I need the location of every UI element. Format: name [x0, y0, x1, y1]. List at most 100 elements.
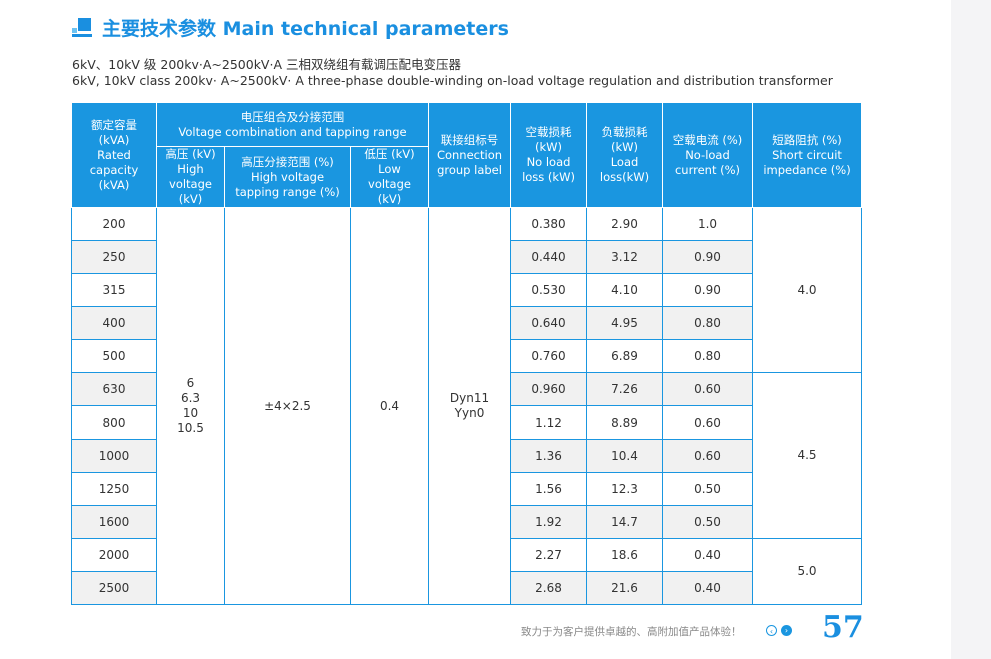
header-line: Load [610, 155, 639, 169]
cell-capacity: 800 [71, 405, 157, 440]
table-row: 2000 2.27 18.6 0.40 5.0 [71, 537, 862, 606]
header-no-load-current: 空载电流 (%) No-load current (%) [662, 102, 753, 208]
cell-no-load-current: 0.40 [662, 537, 753, 572]
cell-capacity: 1000 [71, 438, 157, 473]
cell-no-load-current: 0.90 [662, 273, 753, 308]
cell-high-voltage: 6 6.3 10 10.5 [156, 207, 225, 605]
header-line: impedance (%) [763, 162, 851, 177]
subtitle-english: 6kV, 10kV class 200kv· A~2500kV· A three… [72, 73, 833, 88]
cell-no-load-loss: 0.960 [510, 372, 587, 407]
table-row: 250 0.440 3.12 0.90 [71, 240, 862, 275]
cell-line: Dyn11 [449, 391, 490, 405]
header-line: Voltage combination and tapping range [178, 124, 407, 139]
header-low-voltage: 低压 (kV) Low voltage (kV) [350, 146, 429, 208]
cell-load-loss: 7.26 [586, 372, 663, 407]
cell-capacity: 315 [71, 273, 157, 308]
cell-capacity: 400 [71, 306, 157, 341]
header-line: 联接组标号 [440, 132, 499, 147]
cell-load-loss: 8.89 [586, 405, 663, 440]
chevron-left-circle-icon[interactable]: ‹ [766, 625, 777, 636]
cell-impedance: 4.5 [752, 372, 862, 539]
chevron-right-circle-icon[interactable]: › [781, 625, 792, 636]
cell-no-load-loss: 0.440 [510, 240, 587, 275]
cell-no-load-loss: 1.36 [510, 438, 587, 473]
page-number: 57 [822, 610, 864, 645]
cell-no-load-loss: 0.640 [510, 306, 587, 341]
header-line: (kVA) [98, 132, 130, 147]
cell-capacity: 200 [71, 206, 157, 242]
cell-no-load-loss: 1.92 [510, 504, 587, 539]
header-line: 高压分接范围 (%) [241, 154, 334, 169]
table-row: 2500 2.68 21.6 0.40 [71, 570, 862, 606]
header-line: (kW) [610, 140, 638, 154]
cell-no-load-loss: 0.530 [510, 273, 587, 308]
table-body: 200 6 6.3 10 10.5 ±4×2.5 0.4 Dyn11 Yyn0 0.380 2.90… [71, 206, 862, 606]
header-line: loss(kW) [599, 170, 650, 184]
header-line: 空载电流 (%) [672, 132, 743, 147]
header-line: loss (kW) [522, 170, 575, 184]
header-rated-capacity: 额定容量 (kVA) Rated capacity (kVA) [71, 102, 157, 208]
page-edge-band [951, 0, 991, 659]
cell-no-load-loss: 2.68 [510, 570, 587, 606]
header-line: tapping range (%) [235, 184, 340, 199]
cell-capacity: 1250 [71, 471, 157, 506]
header-line: Low [378, 162, 401, 176]
cell-capacity: 630 [71, 372, 157, 407]
cell-load-loss: 10.4 [586, 438, 663, 473]
cell-load-loss: 3.12 [586, 240, 663, 275]
table-row: 800 1.12 8.89 0.60 [71, 405, 862, 440]
header-line: 高压 (kV) [165, 147, 216, 161]
cell-no-load-loss: 0.380 [510, 206, 587, 242]
header-connection-group: 联接组标号 Connection group label [428, 102, 511, 208]
cell-no-load-current: 0.60 [662, 405, 753, 440]
header-line: No-load [685, 147, 730, 162]
header-line: 电压组合及分接范围 [240, 109, 345, 124]
header-line: voltage [169, 177, 212, 191]
cell-no-load-current: 0.60 [662, 372, 753, 407]
cell-no-load-current: 0.50 [662, 504, 753, 539]
cell-load-loss: 4.95 [586, 306, 663, 341]
header-no-load-loss: 空载损耗 (kW) No load loss (kW) [510, 102, 587, 208]
header-line: 低压 (kV) [364, 147, 415, 161]
cell-line: Yyn0 [454, 406, 485, 420]
header-line: (kW) [534, 140, 562, 154]
header-line: (kV) [377, 192, 402, 206]
header-line: No load [526, 155, 571, 169]
cell-impedance: 4.0 [752, 206, 862, 374]
cell-no-load-current: 0.40 [662, 570, 753, 606]
cell-load-loss: 12.3 [586, 471, 663, 506]
header-line: 空载损耗 [525, 125, 572, 139]
header-line: 额定容量 [91, 117, 137, 132]
heading-square-icon [72, 18, 92, 38]
header-line: Short circuit [772, 147, 842, 162]
cell-low-voltage: 0.4 [350, 207, 429, 605]
cell-no-load-current: 0.60 [662, 438, 753, 473]
cell-load-loss: 21.6 [586, 570, 663, 606]
header-line: Rated [97, 147, 131, 162]
header-voltage-combination: 电压组合及分接范围 Voltage combination and tapping… [156, 102, 429, 147]
table-row: 315 0.530 4.10 0.90 [71, 273, 862, 308]
cell-capacity: 250 [71, 240, 157, 275]
section-title: 主要技术参数 Main technical parameters [102, 18, 509, 40]
header-line: (kV) [178, 192, 203, 206]
header-line: 负载损耗 [601, 125, 648, 139]
subtitle-chinese: 6kV、10kV 级 200kv·A~2500kV·A 三相双绕组有载调压配电变… [72, 57, 461, 72]
section-heading: 主要技术参数 Main technical parameters [72, 15, 572, 45]
cell-line: 6 [186, 376, 195, 390]
cell-line: 10.5 [177, 421, 204, 435]
cell-capacity: 2500 [71, 570, 157, 606]
table-row: 500 0.760 6.89 0.80 [71, 339, 862, 374]
header-line: High [177, 162, 204, 176]
header-line: Connection [436, 147, 503, 162]
cell-capacity: 500 [71, 339, 157, 374]
cell-no-load-loss: 2.27 [510, 537, 587, 572]
header-line: capacity [89, 162, 139, 177]
cell-capacity: 1600 [71, 504, 157, 539]
cell-no-load-loss: 1.56 [510, 471, 587, 506]
cell-load-loss: 2.90 [586, 206, 663, 242]
cell-no-load-loss: 0.760 [510, 339, 587, 374]
technical-parameters-table: 额定容量 (kVA) Rated capacity (kVA) 电压组合及分接范围 Vol… [71, 102, 862, 606]
header-tapping-range: 高压分接范围 (%) High voltage tapping range (%) [224, 146, 351, 208]
cell-load-loss: 4.10 [586, 273, 663, 308]
cell-tapping-range: ±4×2.5 [224, 207, 351, 605]
